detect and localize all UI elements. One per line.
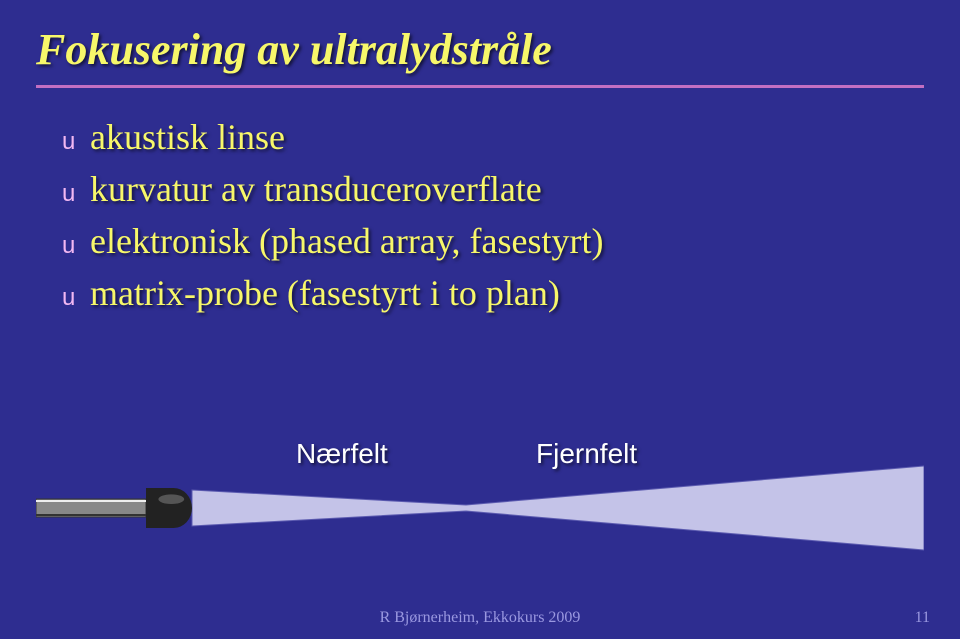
- footer-text: R Bjørnerheim, Ekkokurs 2009: [0, 609, 960, 627]
- bullet-text: matrix-probe (fasestyrt i to plan): [90, 272, 560, 314]
- bullet-item: umatrix-probe (fasestyrt i to plan): [62, 272, 924, 314]
- bullet-marker: u: [62, 232, 90, 260]
- bullet-item: uakustisk linse: [62, 116, 924, 158]
- title-underline: [36, 85, 924, 88]
- farfield-label: Fjernfelt: [536, 438, 637, 470]
- bullet-text: akustisk linse: [90, 116, 285, 158]
- page-number: 11: [915, 609, 930, 627]
- slide: Fokusering av ultralydstråle uakustisk l…: [0, 0, 960, 639]
- beam-diagram: Nærfelt Fjernfelt: [36, 400, 924, 570]
- slide-title: Fokusering av ultralydstråle: [36, 24, 924, 75]
- nearfield-label: Nærfelt: [296, 438, 388, 470]
- bullet-marker: u: [62, 180, 90, 208]
- bullet-list: uakustisk linseukurvatur av transducerov…: [36, 116, 924, 314]
- bullet-item: ukurvatur av transduceroverflate: [62, 168, 924, 210]
- bullet-text: elektronisk (phased array, fasestyrt): [90, 220, 603, 262]
- bullet-text: kurvatur av transduceroverflate: [90, 168, 542, 210]
- beam-svg: [36, 400, 924, 570]
- bullet-marker: u: [62, 128, 90, 156]
- bullet-marker: u: [62, 284, 90, 312]
- bullet-item: uelektronisk (phased array, fasestyrt): [62, 220, 924, 262]
